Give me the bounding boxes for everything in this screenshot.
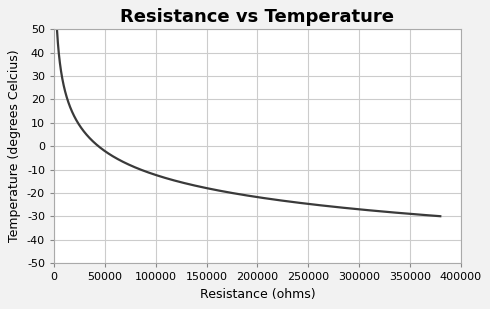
X-axis label: Resistance (ohms): Resistance (ohms): [199, 288, 315, 301]
Title: Resistance vs Temperature: Resistance vs Temperature: [121, 8, 394, 26]
Y-axis label: Temperature (degrees Celcius): Temperature (degrees Celcius): [8, 50, 22, 243]
